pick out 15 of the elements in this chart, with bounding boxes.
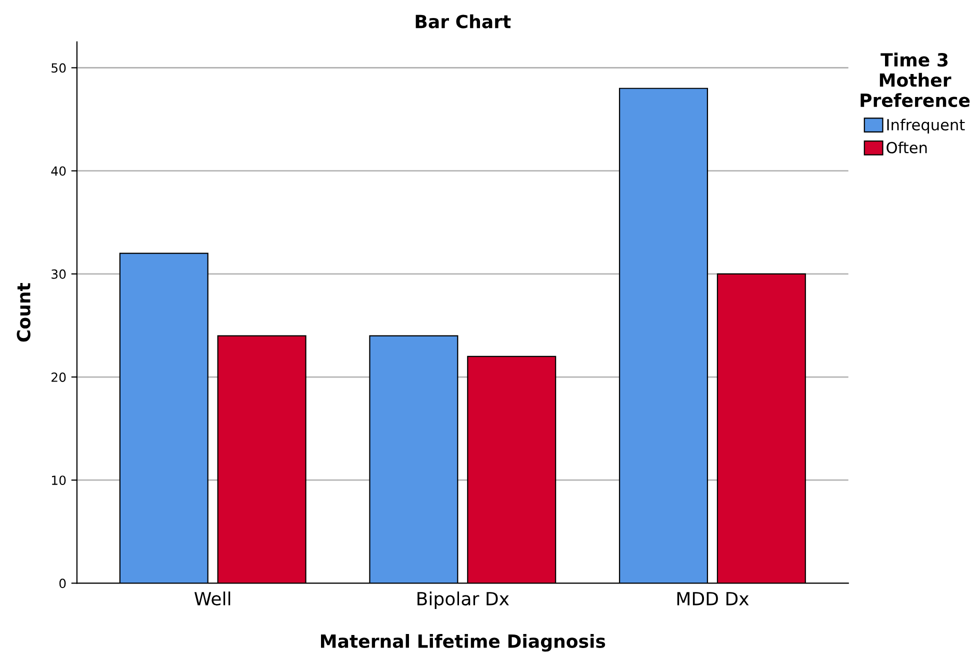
y-tick-label: 10 xyxy=(52,476,66,486)
y-tick-label: 40 xyxy=(51,166,66,176)
legend-title: Time 3 Mother Preference xyxy=(860,52,970,108)
x-axis-title: Maternal Lifetime Diagnosis xyxy=(320,634,606,652)
x-tick-label: Well xyxy=(194,592,230,606)
y-tick-label: 30 xyxy=(52,269,66,279)
y-tick-label: 20 xyxy=(52,372,66,382)
y-tick-label: 0 xyxy=(59,578,66,588)
chart-title: Bar Chart xyxy=(416,14,511,28)
legend-label: Infrequent xyxy=(887,118,965,134)
x-tick-label: Bipolar Dx xyxy=(418,592,509,609)
x-tick-label: MDD Dx xyxy=(677,592,749,606)
legend-label: Often xyxy=(886,142,927,154)
y-axis-title: Count xyxy=(16,283,30,342)
y-tick-label: 50 xyxy=(52,63,66,73)
